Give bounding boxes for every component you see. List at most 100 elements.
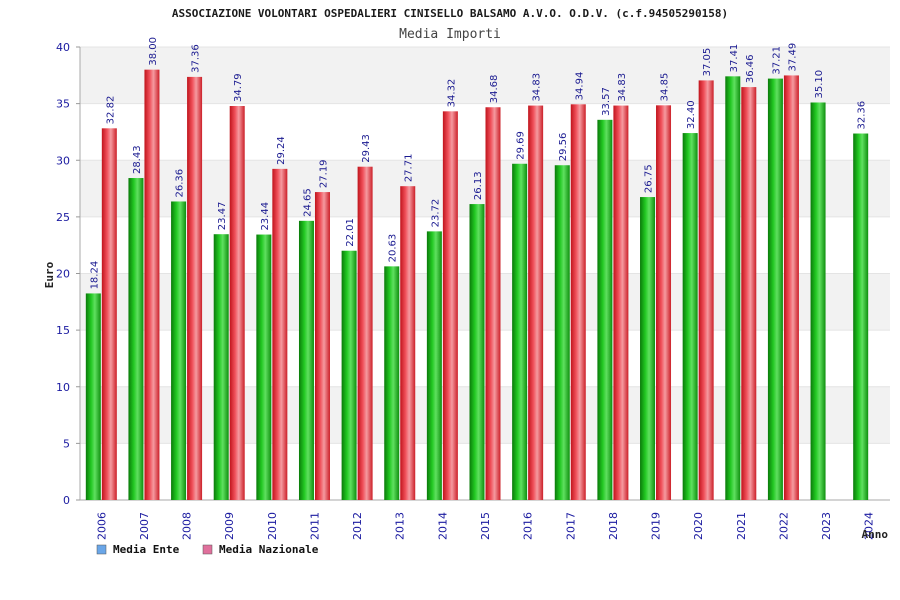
y-tick-label: 25 — [56, 211, 70, 224]
bars — [85, 69, 869, 501]
data-label-media-nazionale-2013: 27.71 — [404, 154, 415, 183]
data-label-media-ente-2023: 35.10 — [814, 70, 825, 99]
data-label-media-nazionale-2015: 34.68 — [489, 75, 500, 104]
legend-label-media-nazionale: Media Nazionale — [219, 543, 319, 556]
data-label-media-ente-2010: 23.44 — [260, 202, 271, 231]
y-tick-label: 15 — [56, 324, 70, 337]
data-label-media-nazionale-2014: 34.32 — [446, 79, 457, 108]
bar-media-ente-2019 — [640, 197, 656, 500]
x-tick-label-2024: 2024 — [863, 512, 876, 540]
data-label-media-ente-2019: 26.75 — [644, 164, 655, 193]
bar-media-nazionale-2009 — [229, 106, 245, 501]
bar-media-nazionale-2022 — [783, 75, 799, 500]
data-label-media-nazionale-2019: 34.85 — [660, 73, 671, 102]
legend-label-media-ente: Media Ente — [113, 543, 180, 556]
data-label-media-ente-2008: 26.36 — [175, 169, 186, 198]
bar-media-nazionale-2010 — [272, 168, 288, 500]
bar-media-nazionale-2013 — [400, 186, 416, 500]
legend-swatch-media-nazionale — [202, 544, 213, 555]
bar-media-nazionale-2011 — [314, 192, 330, 501]
bar-media-ente-2006 — [85, 293, 101, 500]
data-label-media-nazionale-2010: 29.24 — [276, 136, 287, 165]
data-label-media-nazionale-2007: 38.00 — [148, 37, 159, 66]
x-tick-label-2016: 2016 — [522, 512, 535, 540]
bar-media-ente-2021 — [725, 76, 741, 500]
bar-media-ente-2023 — [810, 102, 826, 501]
data-label-media-nazionale-2022: 37.49 — [787, 43, 798, 72]
data-label-media-ente-2006: 18.24 — [89, 261, 100, 290]
x-tick-label-2006: 2006 — [95, 512, 108, 540]
data-label-media-ente-2011: 24.65 — [302, 188, 313, 217]
x-tick-label-2007: 2007 — [138, 512, 151, 540]
bar-media-ente-2009 — [213, 234, 229, 500]
data-label-media-ente-2009: 23.47 — [217, 202, 228, 231]
bar-media-nazionale-2008 — [187, 76, 203, 500]
bar-media-nazionale-2021 — [741, 87, 757, 500]
legend: Media Ente Media Nazionale — [96, 543, 319, 556]
x-tick-label-2018: 2018 — [607, 512, 620, 540]
y-tick-label: 10 — [56, 381, 70, 394]
x-tick-label-2023: 2023 — [820, 512, 833, 540]
legend-swatch-media-ente — [96, 544, 107, 555]
x-tick-label-2015: 2015 — [479, 512, 492, 540]
data-label-media-ente-2017: 29.56 — [558, 133, 569, 162]
bar-media-nazionale-2019 — [656, 105, 672, 500]
bar-media-ente-2012 — [341, 250, 357, 500]
data-label-media-nazionale-2009: 34.79 — [233, 73, 244, 102]
y-tick-label: 20 — [56, 268, 70, 281]
x-tick-label-2020: 2020 — [692, 512, 705, 540]
data-label-media-ente-2016: 29.69 — [516, 131, 527, 160]
bar-media-ente-2011 — [298, 220, 314, 500]
data-label-media-nazionale-2020: 37.05 — [702, 48, 713, 77]
bar-media-ente-2008 — [171, 201, 187, 500]
y-tick-label: 0 — [63, 494, 70, 507]
data-label-media-nazionale-2016: 34.83 — [532, 73, 543, 102]
x-tick-label-2014: 2014 — [436, 512, 449, 540]
data-label-media-nazionale-2006: 32.82 — [105, 96, 116, 125]
chart-subtitle: Media Importi — [399, 27, 501, 42]
x-tick-label-2022: 2022 — [777, 512, 790, 540]
data-label-media-nazionale-2008: 37.36 — [191, 44, 202, 73]
y-axis-ticks: 0 5 10 15 20 25 30 35 40 — [56, 41, 80, 507]
data-label-media-nazionale-2012: 29.43 — [361, 134, 372, 163]
bar-media-nazionale-2014 — [442, 111, 458, 501]
bar-media-nazionale-2020 — [698, 80, 714, 500]
data-label-media-ente-2015: 26.13 — [473, 171, 484, 200]
x-axis-ticks: 2006 2007 2008 2009 2010 2011 2012 2013 2014 2015… — [95, 512, 875, 540]
chart-title: ASSOCIAZIONE VOLONTARI OSPEDALIERI CINIS… — [172, 7, 728, 20]
y-tick-label: 5 — [63, 437, 70, 450]
data-label-media-ente-2014: 23.72 — [430, 199, 441, 228]
x-tick-label-2013: 2013 — [394, 512, 407, 540]
data-label-media-ente-2013: 20.63 — [388, 234, 399, 263]
y-axis-label: Euro — [43, 261, 56, 288]
bar-media-ente-2016 — [512, 163, 528, 501]
x-tick-label-2019: 2019 — [650, 512, 663, 540]
x-tick-label-2021: 2021 — [735, 512, 748, 540]
y-tick-label: 40 — [56, 41, 70, 54]
x-tick-label-2012: 2012 — [351, 512, 364, 540]
bar-media-nazionale-2017 — [570, 104, 586, 500]
bar-media-nazionale-2012 — [357, 166, 373, 500]
y-tick-label: 30 — [56, 154, 70, 167]
bar-media-ente-2020 — [682, 133, 698, 500]
bar-media-nazionale-2015 — [485, 107, 501, 501]
x-axis-label: Anno — [862, 528, 889, 541]
bar-media-nazionale-2016 — [528, 105, 544, 501]
x-tick-label-2011: 2011 — [308, 512, 321, 540]
data-label-media-ente-2020: 32.40 — [686, 100, 697, 129]
data-label-media-ente-2018: 33.57 — [601, 87, 612, 116]
x-tick-label-2008: 2008 — [181, 512, 194, 540]
bar-media-ente-2024 — [853, 133, 869, 500]
data-label-media-nazionale-2021: 36.46 — [745, 54, 756, 83]
data-label-media-ente-2021: 37.41 — [729, 44, 740, 73]
data-label-media-ente-2024: 32.36 — [857, 101, 868, 130]
data-label-media-nazionale-2017: 34.94 — [574, 72, 585, 101]
data-label-media-ente-2012: 22.01 — [345, 218, 356, 247]
x-tick-label-2017: 2017 — [564, 512, 577, 540]
bar-media-ente-2018 — [597, 119, 613, 500]
data-label-media-ente-2022: 37.21 — [771, 46, 782, 75]
bar-media-ente-2015 — [469, 204, 485, 500]
bar-media-ente-2010 — [256, 234, 272, 501]
bar-media-ente-2013 — [384, 266, 400, 500]
